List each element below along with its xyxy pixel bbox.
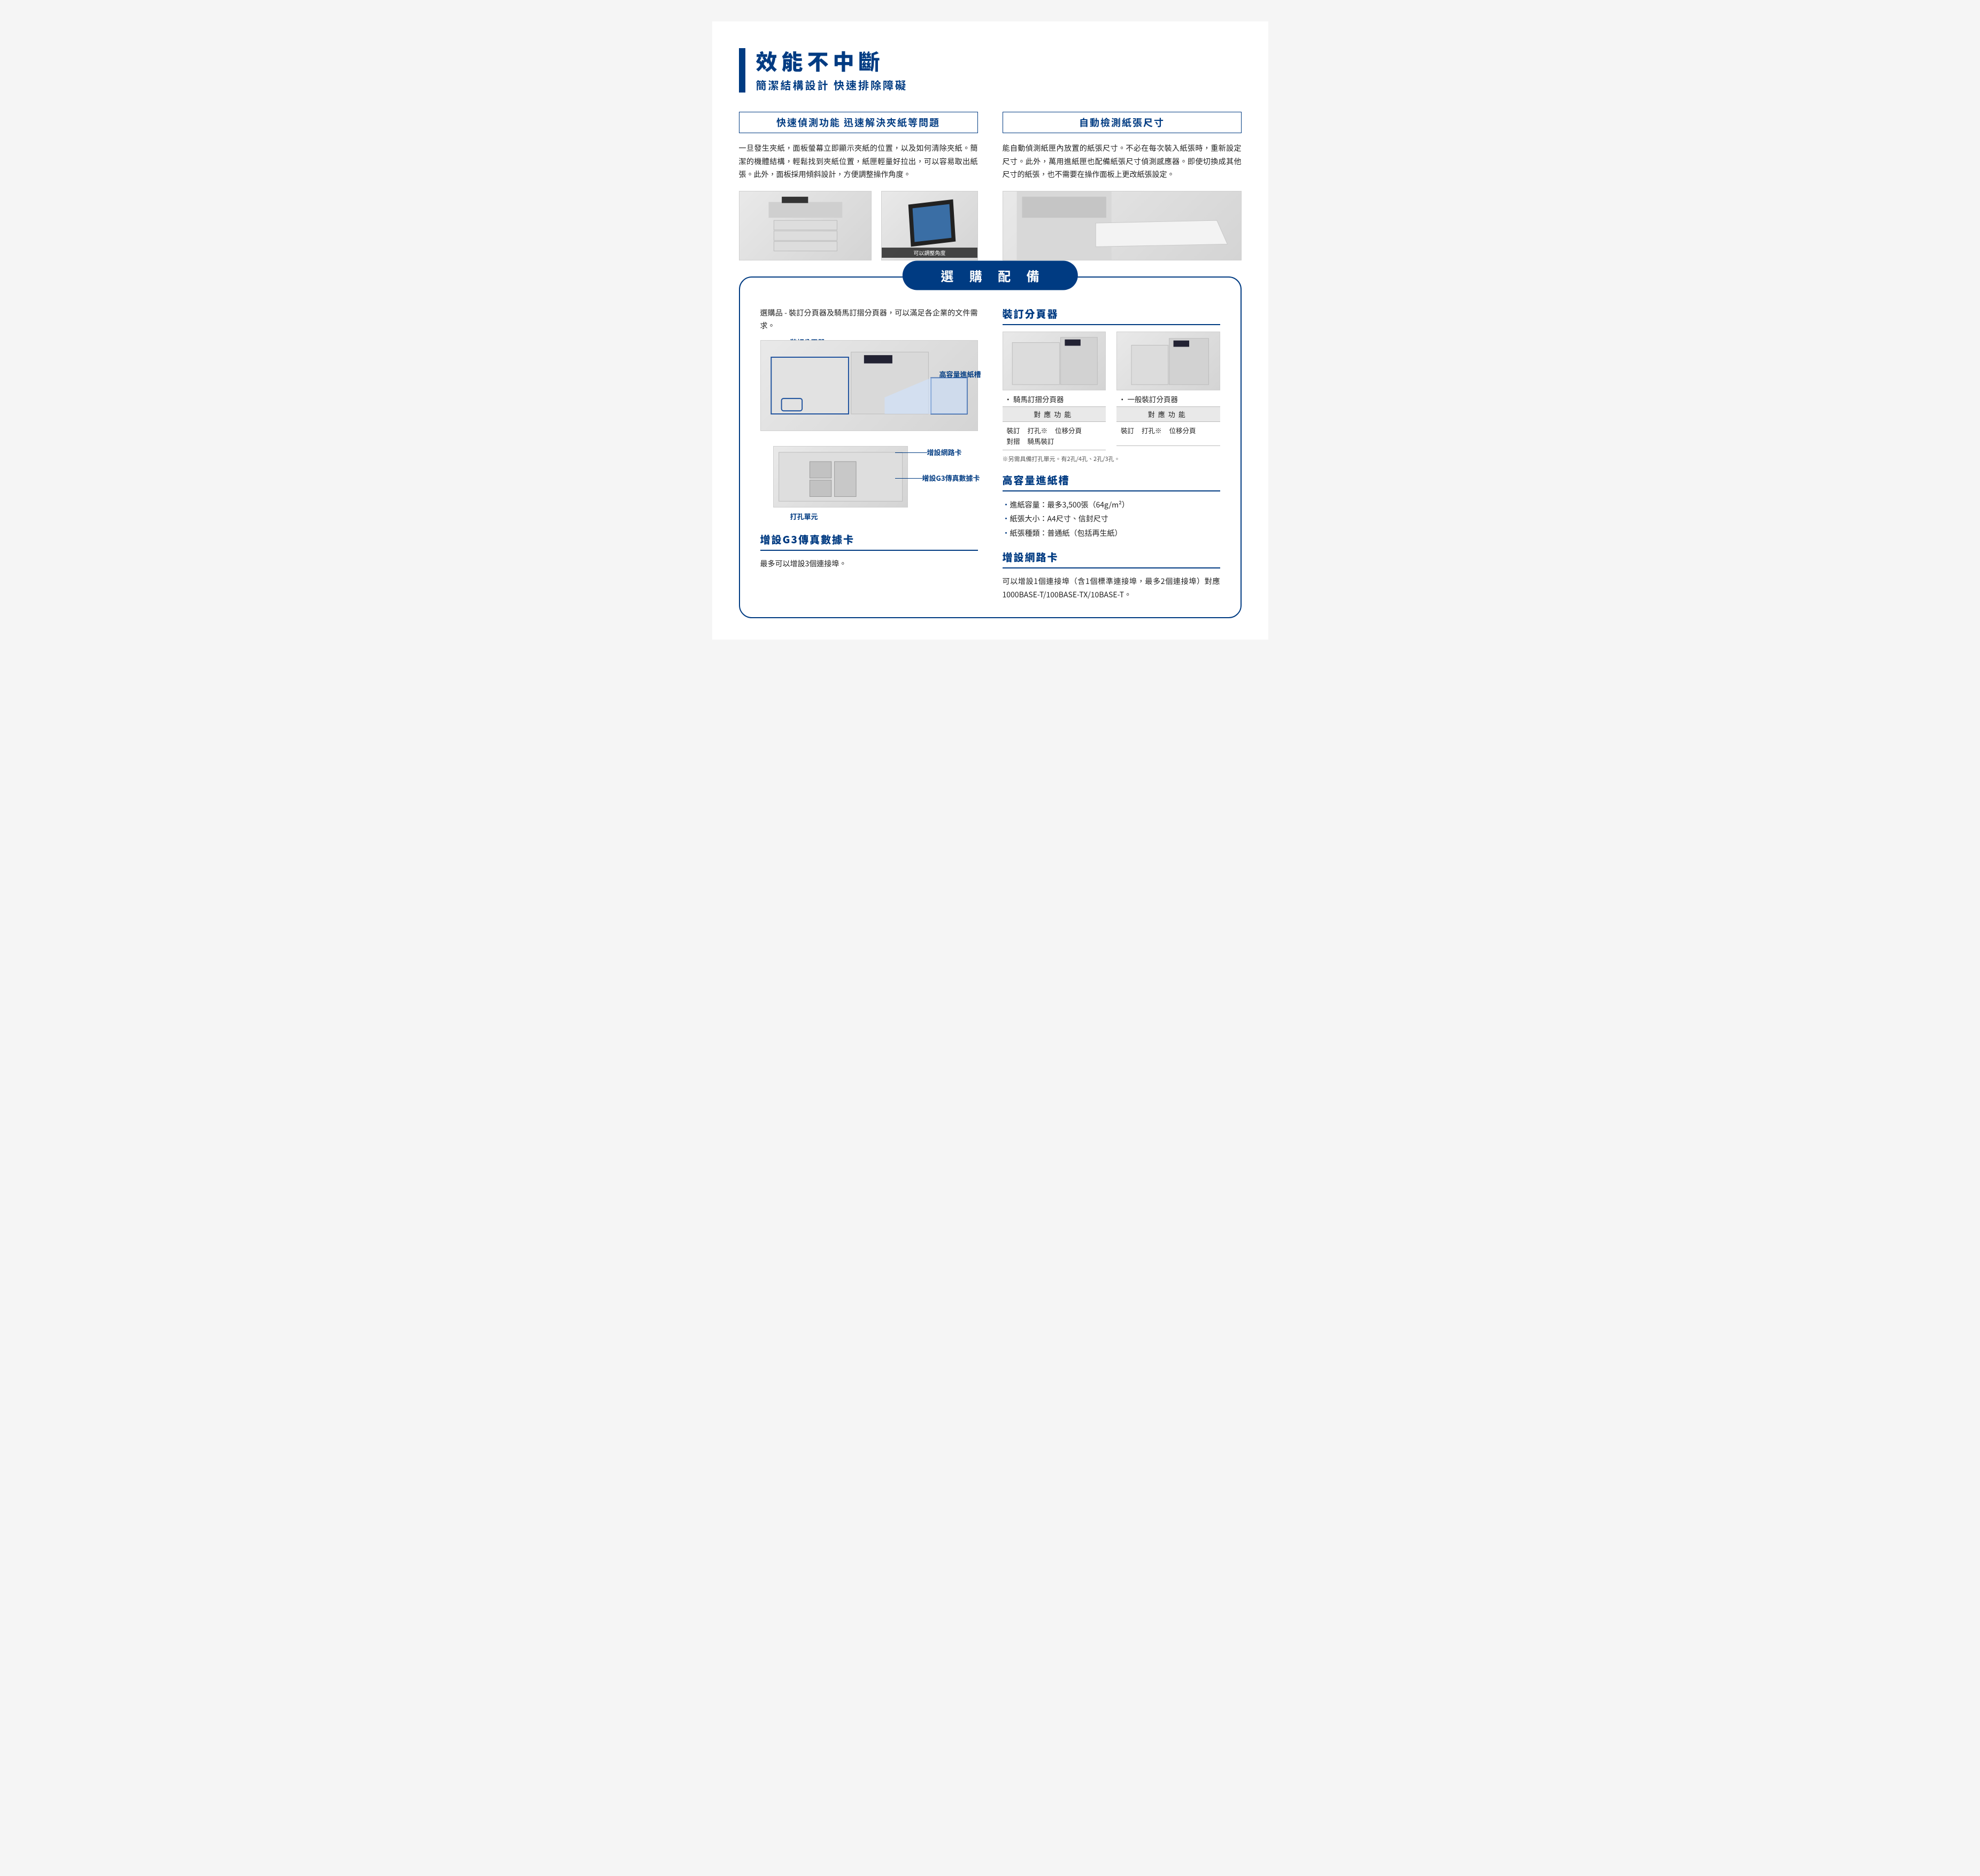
capsule-right: 裝訂分頁器 • 騎馬訂摺分頁器 對應功能 (1003, 306, 1220, 602)
feature-left-images: 可以調整角度 (739, 191, 978, 260)
feature-left-body: 一旦發生夾紙，面板螢幕立即顯示夾紙的位置，以及如何清除夾紙。簡潔的機體結構，輕鬆… (739, 142, 978, 181)
tray-bullets: 進紙容量：最多3,500張（64g/m²） 紙張大小：A4尺寸、信封尺寸 紙張種… (1003, 498, 1220, 541)
fax-body: 最多可以增設3個連接埠。 (760, 557, 978, 571)
paper-tray-image (1003, 191, 1242, 260)
optional-capsule-title: 選 購 配 備 (902, 260, 1077, 290)
tray-bullet: 紙張大小：A4尺寸、信封尺寸 (1003, 512, 1220, 526)
hero-subtitle: 簡潔結構設計 快速排除障礙 (756, 77, 908, 93)
leader-line-net (895, 452, 927, 453)
optional-capsule-wrap: 選 購 配 備 選購品 - 裝訂分頁器及騎馬訂摺分頁器，可以滿足各企業的文件需求… (739, 276, 1242, 619)
printer-system-image (760, 340, 978, 431)
printer-icon (739, 191, 872, 260)
label-fax-card: 增設G3傳真數據卡 (922, 473, 980, 483)
finisher-b-icon (1117, 332, 1220, 390)
fax-heading: 增設G3傳真數據卡 (760, 532, 978, 551)
hero-accent-bar (739, 48, 745, 93)
finisher-b-image (1116, 332, 1220, 390)
net-body: 可以增設1個連接埠（含1個標準連接埠，最多2個連接埠）對應1000BASE-T/… (1003, 575, 1220, 601)
equipment-diagram: 裝訂分頁器 高容量進紙槽 打孔單元 (760, 340, 978, 508)
func-item: 位移分頁 (1169, 425, 1196, 436)
finisher-a-icon (1003, 332, 1106, 390)
hero-text: 效能不中斷 簡潔結構設計 快速排除障礙 (756, 48, 908, 93)
func-item: 打孔※ (1142, 425, 1162, 436)
leader-line-fax (895, 478, 927, 479)
tray-bullet: 進紙容量：最多3,500張（64g/m²） (1003, 498, 1220, 512)
finisher-a-label: • 騎馬訂摺分頁器 (1003, 390, 1106, 406)
tray-heading: 高容量進紙槽 (1003, 473, 1220, 491)
func-item: 裝訂 (1121, 425, 1134, 436)
finisher-a-image (1003, 332, 1106, 390)
finisher-b-func-head: 對應功能 (1116, 406, 1220, 421)
finisher-pair: • 騎馬訂摺分頁器 對應功能 裝訂 打孔※ 位移分頁 對摺 騎馬裝訂 (1003, 332, 1220, 450)
func-item: 打孔※ (1028, 425, 1048, 436)
hero: 效能不中斷 簡潔結構設計 快速排除障礙 (739, 48, 1242, 93)
tray-bullet: 紙張種類：普通紙（包括再生紙） (1003, 526, 1220, 541)
tray-icon (1003, 191, 1241, 260)
hero-title: 效能不中斷 (756, 48, 908, 73)
func-item: 對摺 (1007, 436, 1020, 447)
label-net-card: 增設網路卡 (927, 447, 961, 457)
tilt-panel-image: 可以調整角度 (881, 191, 977, 260)
panel-caption: 可以調整角度 (882, 248, 977, 258)
feature-right-body: 能自動偵測紙匣內放置的紙張尺寸。不必在每次裝入紙張時，重新設定尺寸。此外，萬用進… (1003, 142, 1242, 181)
label-punch: 打孔單元 (790, 511, 818, 521)
label-tray: 高容量進紙槽 (939, 369, 981, 379)
finisher-a-funcs: 裝訂 打孔※ 位移分頁 對摺 騎馬裝訂 (1003, 421, 1106, 450)
finisher-heading: 裝訂分頁器 (1003, 306, 1220, 325)
finisher-b-label: • 一般裝訂分頁器 (1116, 390, 1220, 406)
feature-columns: 快速偵測功能 迅速解決夾紙等問題 一旦發生夾紙，面板螢幕立即顯示夾紙的位置，以及… (739, 112, 1242, 260)
feature-right: 自動檢測紙張尺寸 能自動偵測紙匣內放置的紙張尺寸。不必在每次裝入紙張時，重新設定… (1003, 112, 1242, 260)
func-item: 位移分頁 (1055, 425, 1082, 436)
feature-left-heading: 快速偵測功能 迅速解決夾紙等問題 (739, 112, 978, 133)
func-item: 騎馬裝訂 (1028, 436, 1054, 447)
optional-capsule: 選購品 - 裝訂分頁器及騎馬訂摺分頁器，可以滿足各企業的文件需求。 裝訂分頁器 (739, 276, 1242, 619)
page: 效能不中斷 簡潔結構設計 快速排除障礙 快速偵測功能 迅速解決夾紙等問題 一旦發… (712, 21, 1268, 640)
capsule-columns: 選購品 - 裝訂分頁器及騎馬訂摺分頁器，可以滿足各企業的文件需求。 裝訂分頁器 (760, 306, 1220, 602)
feature-right-heading: 自動檢測紙張尺寸 (1003, 112, 1242, 133)
punch-note: ※另需具備打孔單元。有2孔/4孔、2孔/3孔。 (1003, 455, 1220, 463)
slot-icon (774, 447, 907, 507)
finisher-b: • 一般裝訂分頁器 對應功能 裝訂 打孔※ 位移分頁 (1116, 332, 1220, 450)
net-heading: 增設網路卡 (1003, 550, 1220, 568)
finisher-a-func-head: 對應功能 (1003, 406, 1106, 421)
expansion-slot-image (773, 446, 908, 508)
capsule-intro: 選購品 - 裝訂分頁器及騎馬訂摺分頁器，可以滿足各企業的文件需求。 (760, 306, 978, 333)
capsule-left: 選購品 - 裝訂分頁器及騎馬訂摺分頁器，可以滿足各企業的文件需求。 裝訂分頁器 (760, 306, 978, 602)
finisher-a: • 騎馬訂摺分頁器 對應功能 裝訂 打孔※ 位移分頁 對摺 騎馬裝訂 (1003, 332, 1106, 450)
system-icon (761, 341, 977, 430)
printer-open-image (739, 191, 872, 260)
func-item: 裝訂 (1007, 425, 1020, 436)
finisher-b-funcs: 裝訂 打孔※ 位移分頁 (1116, 421, 1220, 446)
feature-left: 快速偵測功能 迅速解決夾紙等問題 一旦發生夾紙，面板螢幕立即顯示夾紙的位置，以及… (739, 112, 978, 260)
